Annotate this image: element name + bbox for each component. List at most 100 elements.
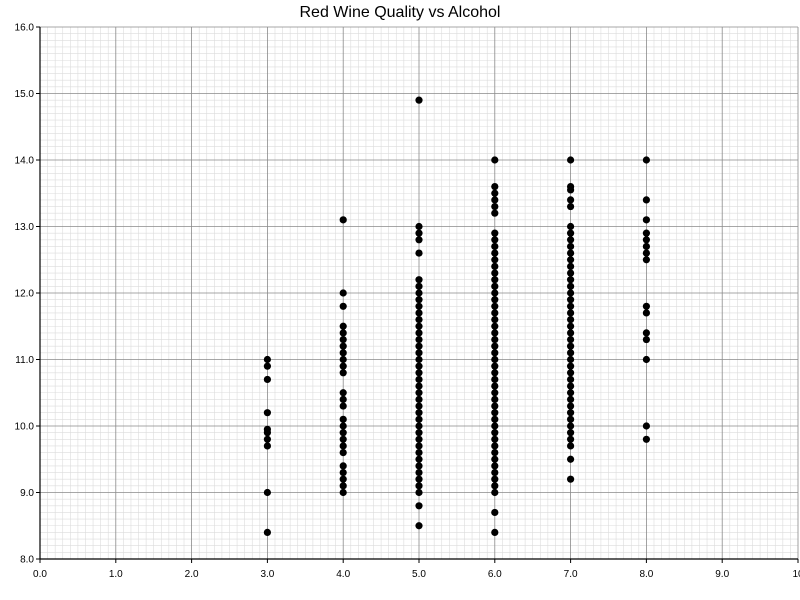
- data-point: [491, 482, 499, 490]
- data-point: [491, 229, 499, 237]
- data-point: [567, 282, 575, 290]
- data-point: [642, 302, 651, 310]
- x-tick-label: 0.0: [33, 569, 47, 580]
- data-point: [567, 402, 575, 410]
- data-point: [567, 475, 575, 483]
- data-point: [491, 262, 499, 270]
- data-point: [642, 216, 651, 224]
- data-point: [415, 389, 423, 397]
- axes: [36, 26, 799, 563]
- data-point: [567, 256, 575, 264]
- data-point: [415, 329, 423, 337]
- data-point: [567, 302, 575, 310]
- data-point: [339, 216, 347, 224]
- data-point: [415, 249, 423, 257]
- data-point: [415, 296, 423, 304]
- data-point: [567, 335, 575, 344]
- x-tick-label: 5.0: [412, 569, 426, 580]
- data-point: [339, 335, 347, 344]
- data-point: [339, 468, 347, 477]
- data-point: [415, 289, 423, 297]
- data-point: [415, 229, 423, 237]
- data-point: [567, 435, 575, 443]
- data-point: [491, 369, 499, 377]
- data-point: [567, 389, 575, 397]
- data-point: [491, 316, 499, 324]
- data-point: [567, 369, 575, 377]
- data-point: [415, 395, 423, 403]
- data-point: [415, 316, 423, 324]
- data-point: [567, 269, 575, 277]
- x-tick-label: 9.0: [715, 569, 729, 580]
- data-point: [415, 475, 423, 483]
- data-point: [415, 222, 423, 231]
- data-point: [491, 455, 499, 463]
- data-point: [567, 289, 575, 297]
- data-point: [567, 455, 575, 463]
- data-point: [567, 429, 575, 437]
- data-point: [491, 488, 499, 497]
- x-tick-label: 7.0: [564, 569, 578, 580]
- data-point: [491, 395, 499, 403]
- data-point: [263, 488, 271, 497]
- data-point: [415, 349, 423, 357]
- data-point: [642, 256, 651, 264]
- data-point: [567, 442, 575, 450]
- data-point: [491, 322, 499, 330]
- data-point: [415, 402, 423, 410]
- data-point: [567, 422, 575, 430]
- data-point: [339, 322, 347, 330]
- x-tick-label: 1.0: [109, 569, 123, 580]
- data-point: [339, 329, 347, 337]
- x-tick-label: 8.0: [639, 569, 653, 580]
- data-point: [491, 183, 499, 191]
- data-point: [263, 425, 271, 433]
- data-point: [339, 389, 347, 397]
- data-point: [567, 415, 575, 423]
- data-point: [567, 196, 575, 204]
- data-point: [491, 415, 499, 423]
- data-point: [491, 242, 499, 251]
- x-tick-label: 10: [792, 569, 800, 580]
- data-point: [642, 236, 651, 244]
- data-point: [415, 502, 423, 510]
- data-point: [491, 276, 499, 284]
- data-point: [415, 342, 423, 350]
- data-point: [491, 202, 499, 211]
- x-tick-label: 3.0: [260, 569, 274, 580]
- y-tick-label: 12.0: [15, 289, 35, 300]
- data-point: [339, 395, 347, 403]
- chart-title: Red Wine Quality vs Alcohol: [299, 4, 501, 21]
- data-point: [415, 382, 423, 390]
- data-point: [642, 156, 651, 164]
- data-point: [339, 342, 347, 350]
- data-point: [491, 209, 499, 217]
- data-point: [642, 435, 651, 443]
- data-point: [339, 449, 347, 457]
- data-point: [415, 282, 423, 290]
- data-point: [415, 355, 423, 364]
- data-point: [491, 528, 499, 537]
- data-point: [642, 329, 651, 337]
- data-point: [567, 236, 575, 244]
- y-tick-label: 14.0: [15, 156, 35, 167]
- data-point: [491, 156, 499, 164]
- data-point: [339, 355, 347, 364]
- data-point: [339, 429, 347, 437]
- data-point: [339, 362, 347, 370]
- y-tick-label: 11.0: [15, 355, 34, 366]
- data-point: [263, 442, 271, 450]
- data-point: [491, 289, 499, 297]
- data-point: [339, 302, 347, 310]
- y-tick-label: 13.0: [15, 222, 35, 233]
- data-point: [491, 402, 499, 410]
- data-point: [339, 415, 347, 423]
- data-point: [491, 389, 499, 397]
- data-point: [567, 409, 575, 417]
- data-point: [491, 236, 499, 244]
- data-point: [415, 449, 423, 457]
- data-point: [415, 435, 423, 443]
- data-point: [415, 422, 423, 430]
- data-point: [567, 183, 575, 191]
